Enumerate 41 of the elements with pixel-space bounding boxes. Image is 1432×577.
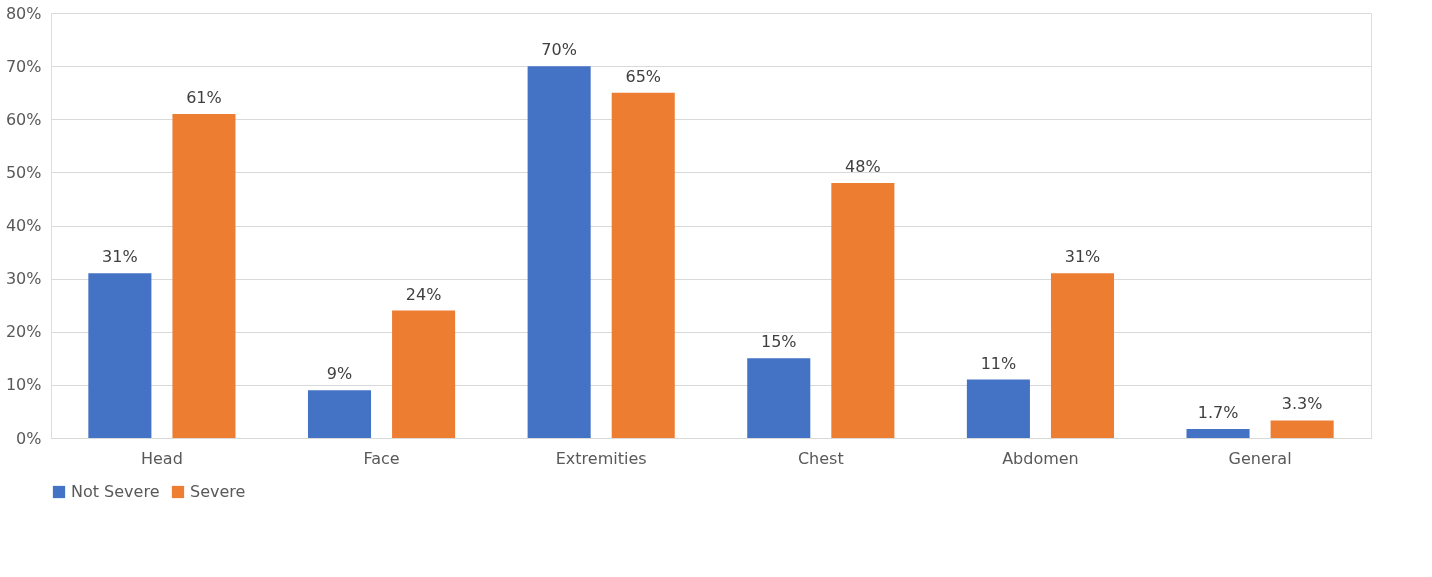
bar [1270,420,1334,438]
data-label: 31% [1064,247,1101,267]
x-tick-label: Chest [797,448,844,468]
x-tick-label: Face [363,448,400,468]
data-label: 31% [102,247,138,267]
data-label: 15% [760,332,797,352]
y-tick-label: 0% [16,428,42,448]
data-label: 65% [625,66,662,86]
data-label: 70% [541,40,577,60]
data-label: 11% [980,353,1017,373]
bar [307,390,372,438]
data-label: 61% [186,87,222,107]
x-tick-label: General [1228,448,1292,468]
y-tick-label: 40% [5,216,42,235]
y-tick-label: 10% [5,375,42,395]
y-tick-label: 60% [5,109,42,129]
y-tick-label: 50% [5,162,42,182]
bar [172,113,236,438]
bar [392,310,456,438]
bar [527,66,591,438]
x-tick-label: Abdomen [1002,448,1079,468]
x-tick-label: Head [140,448,183,468]
y-tick-label: 80% [5,3,42,23]
data-label: 48% [845,157,881,176]
bar [747,358,811,438]
x-tick-label: Extremities [555,448,647,468]
bar [1050,273,1115,438]
y-tick-label: 20% [5,322,42,342]
bar [611,92,675,438]
data-label: 24% [405,284,442,304]
y-tick-label: 30% [5,269,42,289]
bar [88,273,152,438]
data-label: 1.7% [1197,402,1239,422]
bar [831,183,895,438]
y-tick-label: 70% [5,56,42,76]
bar [1186,428,1250,438]
data-label: 9% [326,364,353,384]
data-label: 3.3% [1281,394,1323,414]
legend-label: Not Severe [71,482,160,501]
legend-label: Severe [190,482,246,501]
bar [966,379,1030,438]
